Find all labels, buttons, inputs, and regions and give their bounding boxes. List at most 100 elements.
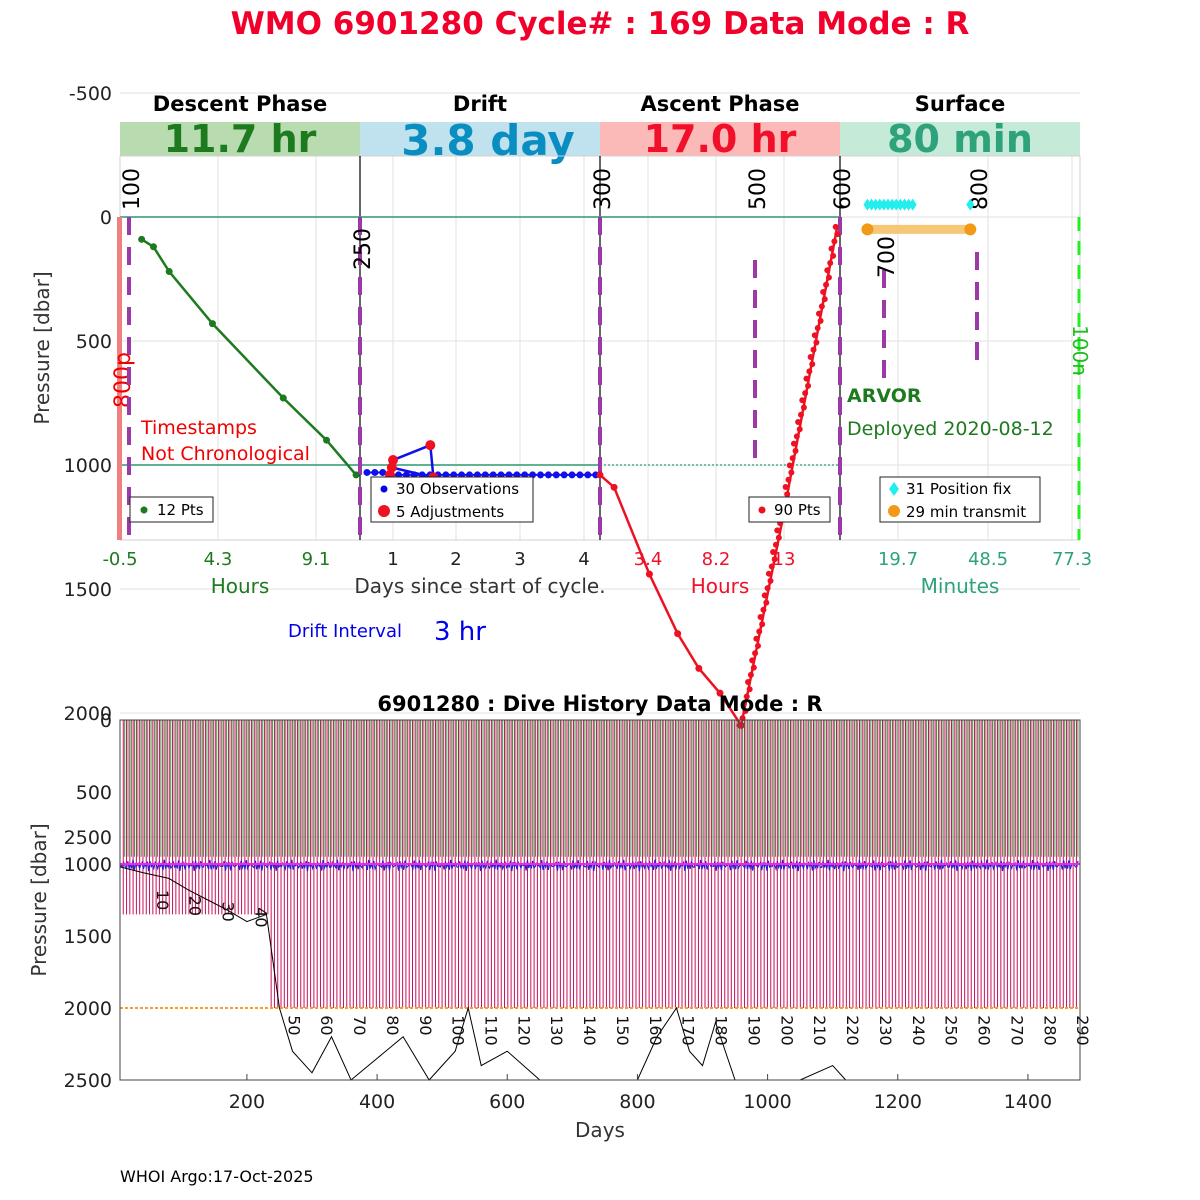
ascent-point xyxy=(765,570,772,577)
history-cycle-label: 260 xyxy=(975,1015,994,1046)
drift-point xyxy=(371,468,379,476)
position-fix-point xyxy=(875,198,884,211)
history-cycle-label: 40 xyxy=(251,907,270,927)
history-plot: 0 500 1000 1500 2000 2500 200 400 600 800 1000 1200… xyxy=(64,710,1092,1113)
legend-surface-tx-marker xyxy=(888,505,900,517)
ascent-point xyxy=(788,469,795,476)
history-cycle-label: 70 xyxy=(350,1015,369,1035)
ascent-point xyxy=(742,707,749,714)
ascent-point xyxy=(809,361,816,368)
ascent-point xyxy=(825,274,832,281)
history-cycle-label: 80 xyxy=(383,1015,402,1035)
descent-point xyxy=(208,320,216,328)
history-cycle-label: 60 xyxy=(317,1015,336,1035)
marker-label-100: 100 xyxy=(120,168,145,210)
position-fix-point xyxy=(871,198,880,211)
timestamps-note-line1: Timestamps xyxy=(140,417,257,439)
descent-point xyxy=(138,235,146,243)
phase-surface-duration: 80 min xyxy=(887,117,1033,161)
legend-ascent-label: 90 Pts xyxy=(774,501,821,519)
marker-label-500: 500 xyxy=(746,168,771,210)
history-xtick-label: 400 xyxy=(359,1091,395,1113)
history-cycle-label: 90 xyxy=(416,1015,435,1035)
ascent-point xyxy=(790,440,797,447)
ascent-point xyxy=(805,382,812,389)
history-cycle-label: 230 xyxy=(876,1015,895,1046)
ascent-point xyxy=(834,231,841,238)
ascent-point xyxy=(813,339,820,346)
phase-drift-duration: 3.8 day xyxy=(401,116,575,165)
history-title: 6901280 : Dive History Data Mode : R xyxy=(377,692,822,716)
side-label-100n: 100n xyxy=(1068,325,1092,376)
ascent-point xyxy=(807,353,814,360)
deployed-date: Deployed 2020-08-12 xyxy=(847,418,1054,440)
history-frame xyxy=(119,719,1081,1081)
drift-point xyxy=(544,471,552,479)
ascent-point xyxy=(775,534,782,541)
ascent-point xyxy=(827,260,834,267)
xlabel-hours-right: Hours xyxy=(691,574,750,598)
marker-label-600: 600 xyxy=(831,168,856,210)
legend-ascent-marker xyxy=(758,506,766,514)
drift-point xyxy=(536,471,544,479)
xtick-surface-1: 48.5 xyxy=(968,549,1008,570)
phase-ascent-duration: 17.0 hr xyxy=(644,117,797,161)
ascent-point xyxy=(774,527,781,534)
ascent-point xyxy=(695,664,703,672)
position-fix-point xyxy=(884,198,892,211)
drift-point xyxy=(560,471,568,479)
drift-interval-label: Drift Interval xyxy=(288,621,402,642)
top-ytick-label: 0 xyxy=(100,207,112,229)
xtick-ascent-0: 3.4 xyxy=(634,549,663,570)
ascent-point xyxy=(831,238,838,245)
ascent-point xyxy=(771,556,778,563)
history-xtick-label: 600 xyxy=(489,1091,525,1113)
legend-drift-adj-marker xyxy=(378,505,390,517)
xlabel-days: Days since start of cycle. xyxy=(354,574,605,598)
history-cycle-label: 20 xyxy=(186,896,205,916)
ascent-point xyxy=(749,657,756,664)
ascent-point xyxy=(799,397,806,404)
legend-surface-fix-marker xyxy=(889,482,899,496)
ascent-point xyxy=(770,549,777,556)
legend-surface-fix-label: 31 Position fix xyxy=(906,480,1011,498)
ascent-point xyxy=(596,471,604,479)
history-cycle-label: 170 xyxy=(679,1015,698,1046)
ascent-point xyxy=(754,642,761,649)
ascent-point xyxy=(756,628,763,635)
xtick-descent-1: 4.3 xyxy=(204,549,233,570)
history-cycle-label: 270 xyxy=(1007,1015,1026,1046)
drift-adjust-point xyxy=(388,455,399,466)
history-ytick-label: 1500 xyxy=(64,926,112,948)
ascent-point xyxy=(818,303,825,310)
position-fix-point xyxy=(879,198,888,211)
ascent-point xyxy=(759,621,766,628)
ascent-point xyxy=(832,223,839,230)
float-type: ARVOR xyxy=(847,385,922,407)
xtick-drift-1: 2 xyxy=(450,549,461,570)
ascent-point xyxy=(798,411,805,418)
ascent-point xyxy=(786,462,793,469)
descent-point xyxy=(323,436,331,444)
history-cycle-label: 180 xyxy=(712,1015,731,1046)
surface-series xyxy=(861,198,977,236)
marker-label-700: 700 xyxy=(875,236,900,278)
position-fix-point xyxy=(892,198,901,211)
history-ytick-label: 1000 xyxy=(64,854,112,876)
ascent-point xyxy=(753,635,760,642)
timestamps-note-line2: Not Chronological xyxy=(141,443,310,465)
ascent-point xyxy=(772,541,779,548)
ascent-point xyxy=(752,650,759,657)
xtick-drift-2: 3 xyxy=(514,549,525,570)
history-cycle-label: 200 xyxy=(777,1015,796,1046)
xtick-descent-2: 9.1 xyxy=(302,549,331,570)
history-cycle-label: 220 xyxy=(843,1015,862,1046)
ascent-point xyxy=(802,390,809,397)
position-fix-point xyxy=(908,198,917,211)
ascent-point xyxy=(645,570,653,578)
drift-point xyxy=(576,471,584,479)
top-ytick-label: 2500 xyxy=(64,827,112,849)
ascent-point xyxy=(795,418,802,425)
phase-descent-heading: Descent Phase xyxy=(153,92,327,116)
ascent-point xyxy=(743,693,750,700)
